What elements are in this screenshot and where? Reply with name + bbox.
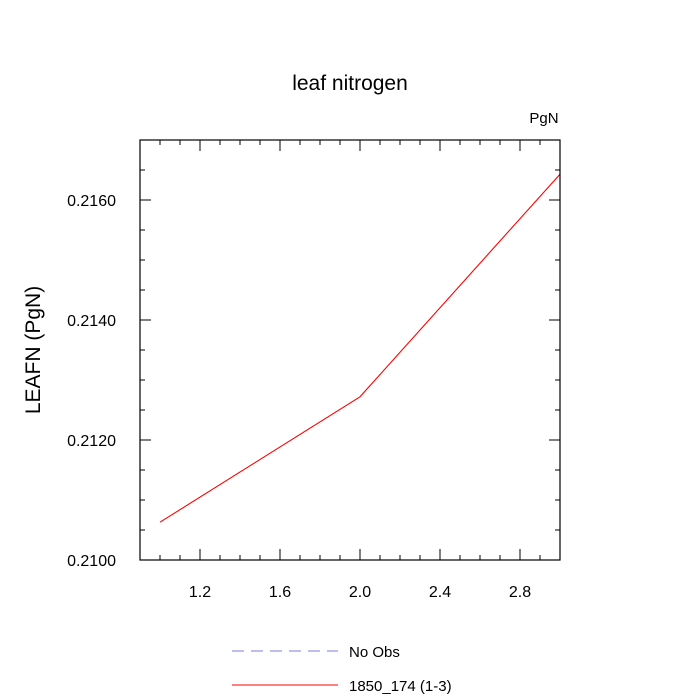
x-tick-label: 2.8 bbox=[509, 584, 531, 601]
x-tick-label: 1.6 bbox=[269, 584, 291, 601]
y-tick-label: 0.2160 bbox=[67, 193, 116, 210]
series-line-1 bbox=[159, 173, 561, 523]
x-tick-label: 2.4 bbox=[429, 584, 451, 601]
chart-title: leaf nitrogen bbox=[292, 72, 408, 95]
x-tick-label: 2.0 bbox=[349, 584, 371, 601]
y-tick-label: 0.2120 bbox=[67, 433, 116, 450]
x-tick-label: 1.2 bbox=[189, 584, 211, 601]
y-axis-label: LEAFN (PgN) bbox=[22, 286, 45, 414]
axis-ticks bbox=[139, 139, 561, 561]
legend-label: 1850_174 (1-3) bbox=[349, 678, 452, 695]
legend: No Obs 1850_174 (1-3) bbox=[232, 644, 452, 695]
tick-labels: 1.2 1.6 2.0 2.4 2.8 0.2100 0.2120 0.2140 0.2160 bbox=[67, 193, 531, 601]
y-tick-label: 0.2140 bbox=[67, 313, 116, 330]
legend-label: No Obs bbox=[349, 644, 400, 661]
units-label: PgN bbox=[529, 110, 558, 127]
y-tick-label: 0.2100 bbox=[67, 553, 116, 570]
series-layer bbox=[159, 173, 561, 523]
plot-frame bbox=[139, 139, 561, 561]
